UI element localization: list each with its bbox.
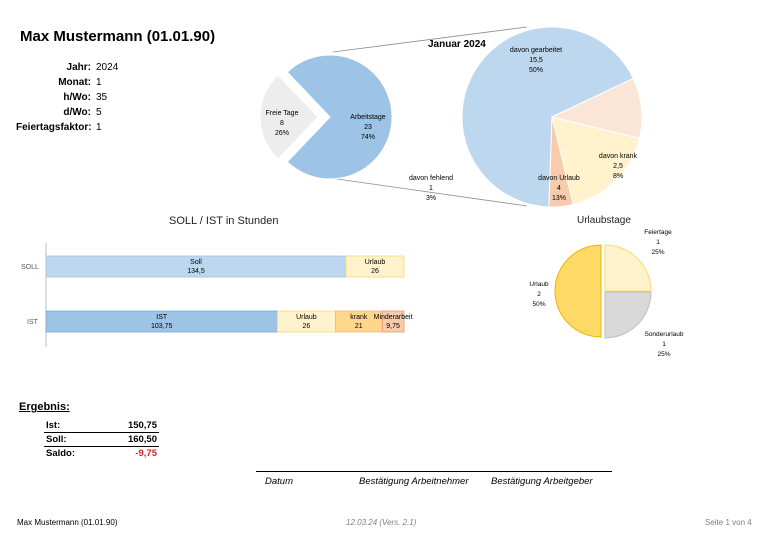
slice-value-krank: 2,5 bbox=[613, 163, 623, 170]
pie-slice-arbeitstage bbox=[286, 54, 393, 180]
param-row-feiertagsfaktor: Feiertagsfaktor: 1 bbox=[16, 120, 136, 135]
bar-ist-minderarbeit-label: Minderarbeit bbox=[374, 314, 413, 321]
slice-label-sonderurlaub: Sonderurlaub bbox=[644, 331, 683, 338]
slice-label-krank: davon krank bbox=[599, 153, 638, 160]
result-row-saldo: Saldo: -9,75 bbox=[44, 447, 159, 460]
param-value: 1 bbox=[96, 77, 102, 88]
slice-pct-fehlend: 3% bbox=[426, 195, 436, 202]
bar-ist-urlaub-value: 26 bbox=[303, 323, 311, 330]
slice-label-freie-tage: Freie Tage bbox=[266, 110, 299, 117]
footer-date-version: 12.03.24 (Vers. 2.1) bbox=[346, 518, 417, 527]
slice-pct-krank: 8% bbox=[613, 173, 623, 180]
result-label: Ist: bbox=[46, 420, 61, 431]
param-label: Monat: bbox=[58, 77, 91, 88]
slice-pct-arbeitstage: 74% bbox=[361, 134, 375, 141]
connector-line-top bbox=[332, 26, 528, 53]
bar-category-soll: SOLL bbox=[21, 264, 39, 271]
connector-line-bottom bbox=[329, 177, 528, 207]
bar-ist-label: IST bbox=[156, 314, 168, 321]
page-title: Max Mustermann (01.01.90) bbox=[20, 28, 216, 45]
slice-value-fehlend: 1 bbox=[429, 185, 433, 192]
bar-ist-krank-label: krank bbox=[350, 314, 368, 321]
param-value: 1 bbox=[96, 122, 102, 133]
slice-pct-gearbeitet: 50% bbox=[529, 67, 543, 74]
bar-chart-title: SOLL / IST in Stunden bbox=[169, 215, 278, 227]
param-label: d/Wo: bbox=[63, 107, 91, 118]
param-value: 2024 bbox=[96, 62, 119, 73]
signature-line bbox=[256, 471, 612, 472]
slice-pct-urlaub-tage: 50% bbox=[532, 301, 545, 308]
slice-value-arbeitstage: 23 bbox=[364, 124, 372, 131]
slice-label-gearbeitet: davon gearbeitet bbox=[510, 47, 562, 54]
slice-value-urlaub-tage: 2 bbox=[537, 291, 541, 298]
slice-value-feiertage: 1 bbox=[656, 239, 660, 246]
parameter-list: Jahr: 2024 Monat: 1 h/Wo: 35 d/Wo: 5 Feierta… bbox=[16, 60, 136, 135]
param-label: h/Wo: bbox=[63, 92, 91, 103]
bar-soll-urlaub-value: 26 bbox=[371, 268, 379, 275]
slice-value-freie-tage: 8 bbox=[280, 120, 284, 127]
param-row-dwo: d/Wo: 5 bbox=[16, 105, 136, 120]
results-table: Ist: 150,75 Soll: 160,50 Saldo: -9,75 bbox=[44, 419, 159, 460]
bar-ist-minderarbeit bbox=[381, 310, 405, 333]
pie-slice-freie-tage bbox=[259, 74, 319, 160]
footer-page-number: Seite 1 von 4 bbox=[705, 518, 752, 527]
footer-name: Max Mustermann (01.01.90) bbox=[17, 518, 118, 527]
bar-ist-value: 103,75 bbox=[151, 323, 173, 330]
param-row-monat: Monat: 1 bbox=[16, 75, 136, 90]
bar-soll-label: Soll bbox=[190, 259, 202, 266]
slice-value-urlaub: 4 bbox=[557, 185, 561, 192]
result-value-saldo: -9,75 bbox=[135, 448, 157, 459]
slice-value-sonderurlaub: 1 bbox=[662, 341, 666, 348]
bar-soll-urlaub bbox=[345, 255, 405, 278]
bar-ist-minderarbeit-value: 9,75 bbox=[386, 323, 400, 330]
pie-slice-feiertage bbox=[604, 244, 652, 292]
result-label: Soll: bbox=[46, 434, 67, 445]
param-value: 35 bbox=[96, 92, 108, 103]
param-row-jahr: Jahr: 2024 bbox=[16, 60, 136, 75]
pie-slice-gearbeitet bbox=[461, 26, 634, 208]
slice-label-feiertage: Feiertage bbox=[644, 229, 672, 236]
slice-pct-feiertage: 25% bbox=[651, 249, 664, 256]
bar-category-ist: IST bbox=[27, 319, 39, 326]
pie-slice-fehlend bbox=[548, 116, 574, 208]
slice-value-gearbeitet: 15,5 bbox=[529, 57, 543, 64]
slice-pct-freie-tage: 26% bbox=[275, 130, 289, 137]
param-label: Feiertagsfaktor: bbox=[16, 122, 92, 133]
result-value: 160,50 bbox=[127, 434, 157, 445]
slice-pct-urlaub: 13% bbox=[552, 195, 566, 202]
pie-slice-urlaub-tage bbox=[554, 244, 602, 338]
signature-arbeitnehmer: Bestätigung Arbeitnehmer bbox=[359, 476, 469, 487]
result-label: Saldo: bbox=[46, 448, 76, 459]
bar-soll-value: 134,5 bbox=[187, 268, 205, 275]
results-title: Ergebnis: bbox=[19, 401, 70, 413]
param-value: 5 bbox=[96, 107, 102, 118]
pie-slice-urlaub bbox=[551, 116, 641, 206]
result-value: 150,75 bbox=[127, 420, 157, 431]
slice-pct-sonderurlaub: 25% bbox=[657, 351, 670, 358]
bar-chart-bars: Soll 134,5 Urlaub 26 IST 103,75 Urlaub 26 krank 2… bbox=[45, 255, 413, 333]
slice-label-fehlend: davon fehlend bbox=[409, 175, 453, 182]
slice-label-urlaub: davon Urlaub bbox=[538, 175, 580, 182]
bar-ist-urlaub-label: Urlaub bbox=[296, 314, 317, 321]
bar-soll-urlaub-label: Urlaub bbox=[365, 259, 386, 266]
signature-datum: Datum bbox=[265, 476, 293, 487]
pie-slice-sonderurlaub bbox=[604, 291, 652, 339]
result-row-ist: Ist: 150,75 bbox=[44, 419, 159, 433]
month-pie-title: Januar 2024 bbox=[428, 39, 486, 50]
bar-ist-krank-value: 21 bbox=[355, 323, 363, 330]
vacation-pie-title: Urlaubstage bbox=[577, 215, 631, 226]
param-label: Jahr: bbox=[66, 62, 91, 73]
result-row-soll: Soll: 160,50 bbox=[44, 433, 159, 447]
param-row-hwo: h/Wo: 35 bbox=[16, 90, 136, 105]
slice-label-urlaub-tage: Urlaub bbox=[529, 281, 549, 288]
slice-label-arbeitstage: Arbeitstage bbox=[350, 114, 386, 121]
signature-arbeitgeber: Bestätigung Arbeitgeber bbox=[491, 476, 593, 487]
